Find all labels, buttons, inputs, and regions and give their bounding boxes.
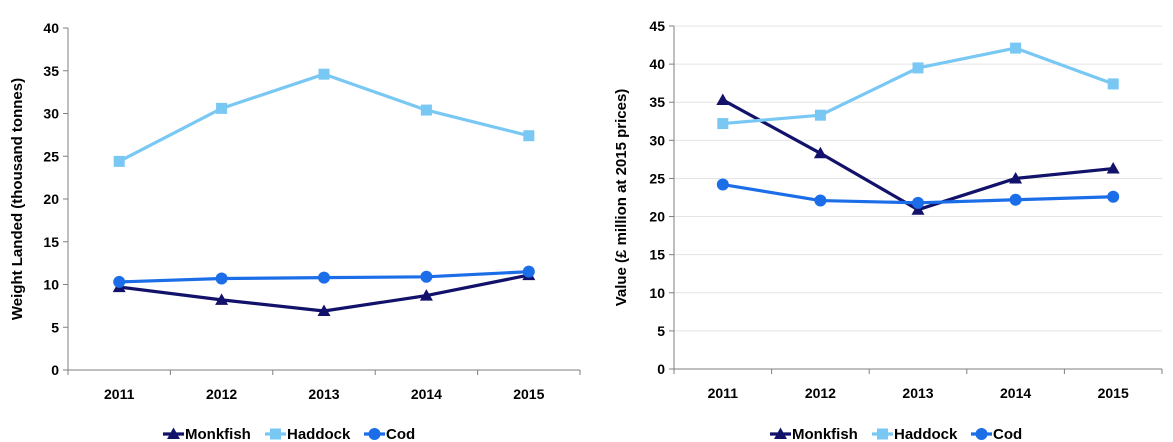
- weight-haddock-point: [318, 68, 330, 80]
- value-chart: 0 5 10 15 20 25 30 35 40 45 2011 2012 2013 2014 2015 Va…: [613, 18, 1163, 442]
- value-x-tick-label: 2014: [1000, 385, 1031, 401]
- value-x-tick-label: 2012: [805, 385, 836, 401]
- value-y-tick-label: 35: [649, 94, 665, 110]
- value-y-tick-label: 15: [649, 247, 665, 263]
- weight-legend-label: Monkfish: [185, 426, 251, 442]
- weight-monkfish-point: [317, 304, 331, 317]
- weight-y-tick-label: 40: [43, 20, 59, 36]
- value-monkfish-point: [1009, 171, 1023, 184]
- weight-monkfish-point: [419, 289, 433, 301]
- weight-y-tick-label: 20: [43, 191, 59, 207]
- value-haddock-point: [717, 118, 729, 130]
- value-x-tick-label: 2011: [708, 385, 739, 401]
- value-haddock-point: [912, 62, 924, 74]
- value-cod-point: [1107, 190, 1120, 203]
- weight-cod-point: [318, 271, 330, 284]
- value-monkfish-point: [716, 93, 730, 105]
- value-series-haddock: [717, 42, 1119, 130]
- value-y-tick-label: 30: [649, 132, 665, 148]
- value-gridlines: [674, 25, 1162, 332]
- weight-legend-label: Cod: [386, 426, 415, 442]
- weight-legend-swatch-square-icon: [270, 428, 281, 440]
- value-y-tick-label: 45: [649, 18, 665, 34]
- value-haddock-point: [814, 109, 826, 121]
- weight-x-tick-label: 2012: [206, 386, 237, 402]
- value-legend-swatch-square-icon: [877, 428, 888, 440]
- weight-series-cod: [113, 265, 535, 288]
- value-y-tick-label: 20: [649, 209, 665, 225]
- weight-cod-point: [215, 272, 228, 285]
- weight-legend-item-haddock: Haddock: [265, 426, 351, 442]
- value-legend-swatch-circle-icon: [975, 428, 988, 440]
- value-monkfish-point: [1106, 162, 1120, 174]
- weight-legend-item-monkfish: Monkfish: [163, 426, 251, 442]
- value-y-tick-label: 10: [649, 285, 665, 301]
- value-haddock-line: [722, 46, 1114, 126]
- weight-y-tick-label: 15: [43, 234, 59, 250]
- value-legend-label: Cod: [993, 426, 1022, 442]
- value-legend-item-monkfish: Monkfish: [770, 426, 858, 442]
- value-y-tick-label: 0: [657, 361, 665, 377]
- weight-legend-swatch-triangle-icon: [167, 427, 180, 440]
- value-y-tick-label: 5: [657, 323, 665, 339]
- weight-legend-swatch-circle-icon: [368, 428, 381, 440]
- value-monkfish-point: [813, 146, 827, 159]
- weight-x-tick-label: 2013: [308, 386, 339, 402]
- value-y-tick-label: 25: [649, 170, 665, 186]
- weight-y-tick-label: 5: [51, 319, 59, 335]
- value-haddock-point: [1107, 78, 1119, 90]
- value-haddock-point: [1010, 42, 1022, 54]
- weight-x-tick-label: 2011: [104, 386, 135, 402]
- weight-haddock-point: [113, 155, 125, 167]
- value-series-monkfish: [716, 93, 1120, 215]
- weight-y-tick-label: 10: [43, 277, 59, 293]
- weight-landed-chart: 0 5 10 15 20 25 30 35 40 2011 2012 2013 2014 2015 Weig…: [9, 20, 581, 442]
- weight-haddock-line: [118, 72, 530, 163]
- value-legend-item-cod: Cod: [971, 426, 1022, 442]
- value-cod-point: [716, 178, 729, 191]
- value-y-axis-title: Value (£ million at 2015 prices): [613, 89, 630, 307]
- value-x-tick-label: 2013: [902, 385, 933, 401]
- weight-legend: Monkfish Haddock Cod: [163, 426, 415, 442]
- weight-y-axis-title: Weight Landed (thousand tonnes): [9, 78, 26, 320]
- value-series-cod: [716, 178, 1120, 209]
- weight-legend-item-cod: Cod: [364, 426, 415, 442]
- value-y-tick-label: 40: [649, 56, 665, 72]
- weight-series-haddock: [113, 68, 535, 167]
- value-legend-label: Monkfish: [792, 426, 858, 442]
- value-cod-point: [1009, 193, 1022, 206]
- value-cod-point: [814, 194, 827, 207]
- weight-y-tick-label: 0: [51, 362, 59, 378]
- weight-x-tick-label: 2015: [513, 386, 544, 402]
- value-legend-label: Haddock: [894, 426, 958, 442]
- weight-cod-point: [113, 275, 126, 288]
- weight-cod-point: [522, 265, 535, 278]
- weight-legend-label: Haddock: [287, 426, 351, 442]
- value-legend-item-haddock: Haddock: [872, 426, 958, 442]
- weight-cod-point: [420, 270, 433, 283]
- weight-haddock-point: [420, 104, 432, 116]
- value-legend-swatch-triangle-icon: [774, 427, 787, 440]
- value-cod-point: [912, 196, 924, 209]
- value-legend: Monkfish Haddock Cod: [770, 426, 1022, 442]
- value-monkfish-point: [911, 203, 925, 215]
- weight-haddock-point: [523, 130, 535, 142]
- weight-y-tick-label: 35: [43, 63, 59, 79]
- weight-y-tick-label: 30: [43, 106, 59, 122]
- weight-x-tick-label: 2014: [411, 386, 442, 402]
- weight-monkfish-point: [215, 293, 229, 305]
- weight-y-tick-label: 25: [43, 148, 59, 164]
- value-x-tick-label: 2015: [1098, 385, 1129, 401]
- weight-haddock-point: [216, 102, 228, 114]
